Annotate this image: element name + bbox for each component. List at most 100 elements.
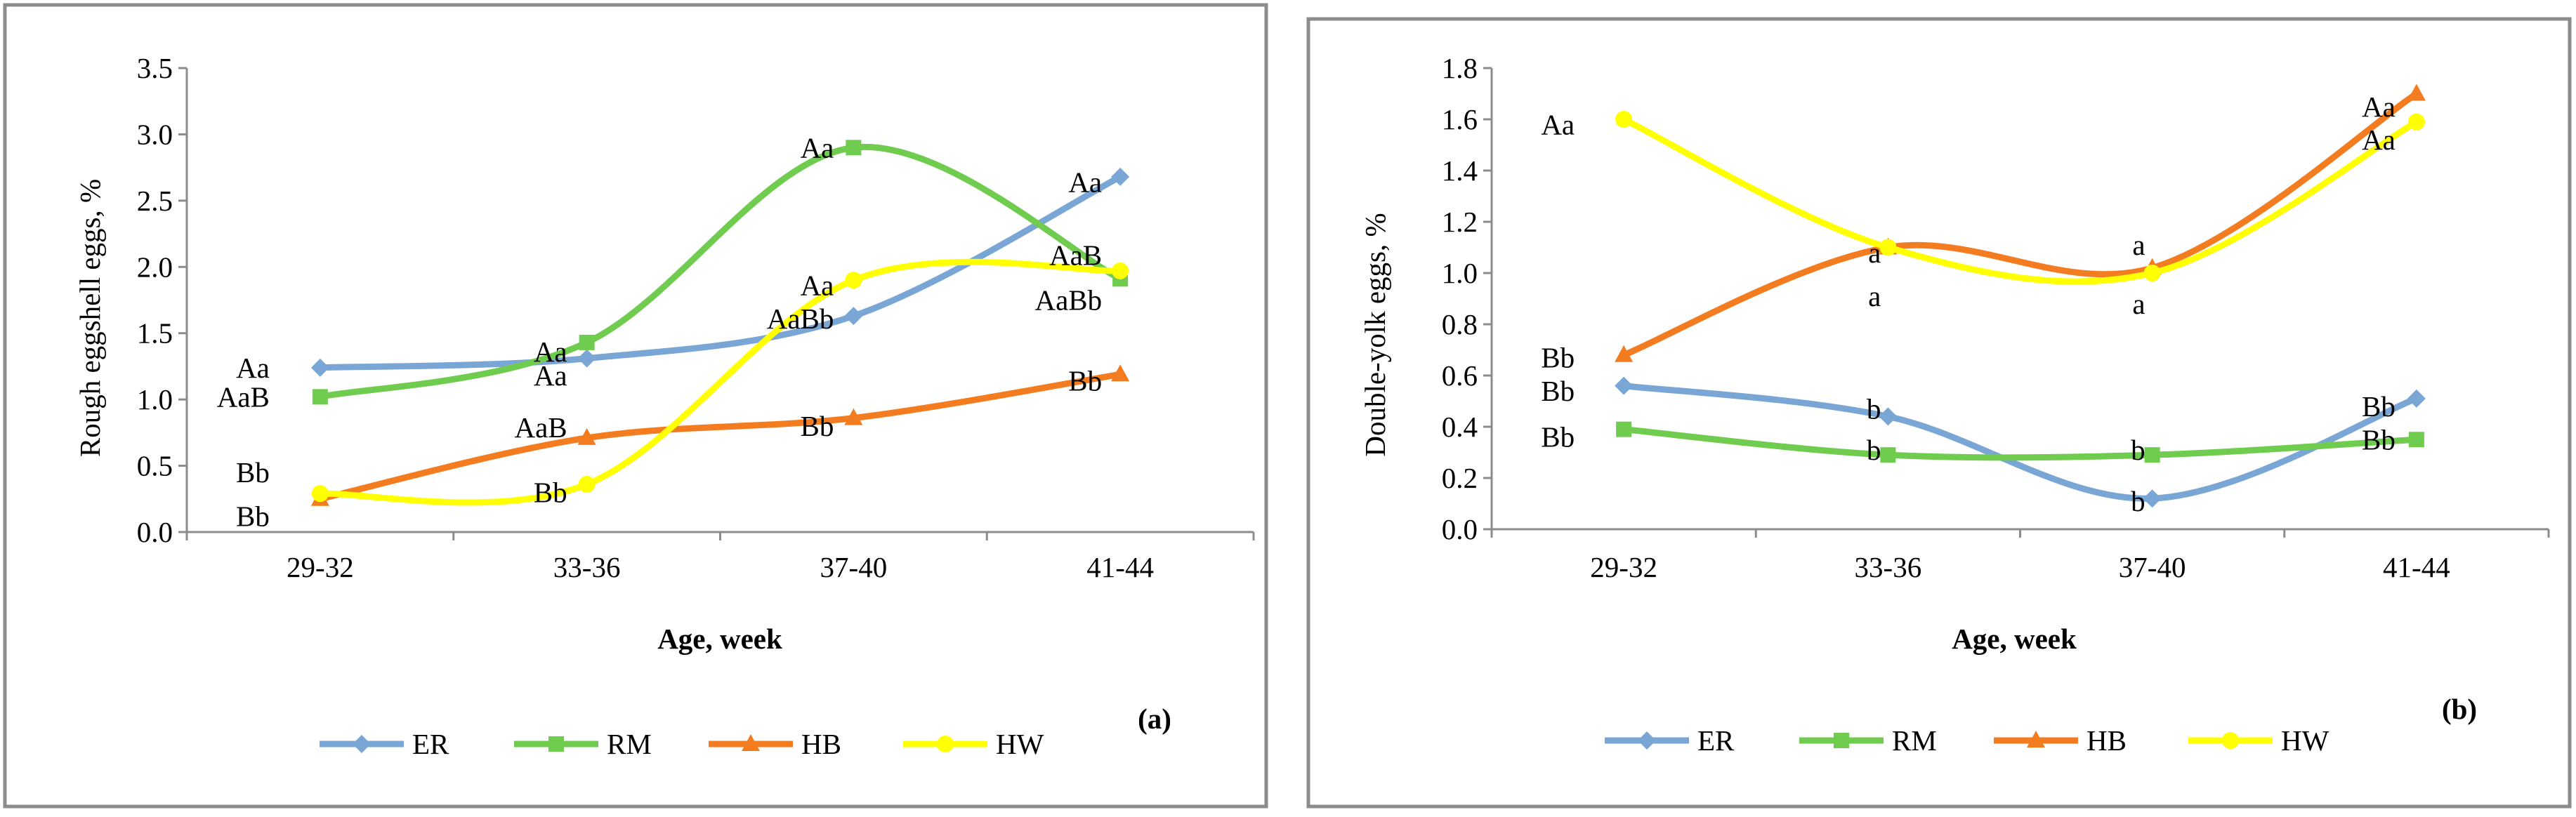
panel-b-series-line-ER <box>1620 383 2420 502</box>
panel-b-ytick-label: 0.4 <box>1442 411 1478 443</box>
panel-a-annotation: Aa <box>534 336 567 368</box>
panel-b-xtick-label: 37-40 <box>2119 551 2186 583</box>
panel-b-annotation: b <box>1867 392 1881 425</box>
panel-a-ytick-label: 1.0 <box>137 383 173 416</box>
panel-a-annotation: Aa <box>534 359 567 392</box>
panel-a-point-RM <box>579 334 595 350</box>
panel-a-annotation: Bb <box>801 410 834 442</box>
panel-a-point-HB <box>577 427 596 445</box>
panel-b-annotation: Aa <box>2362 124 2396 156</box>
panel-b-annotation: Bb <box>1541 341 1575 373</box>
panel-b-point-RM <box>1616 421 1632 437</box>
panel-b-point-ER <box>2143 489 2162 508</box>
panel-b-xlabel: Age, week <box>1952 623 2077 655</box>
panel-a-point-HW <box>578 476 596 493</box>
panel-a-point-ER <box>310 358 329 377</box>
panel-a-annotation: AaBb <box>767 303 834 335</box>
panel-a-legend-marker-ER <box>353 735 371 753</box>
panel-b-annotation: Bb <box>1541 421 1575 453</box>
panel-a-point-HB <box>1111 364 1130 382</box>
panel-a-ytick-label: 3.0 <box>137 118 173 150</box>
panel-a-legend-label-ER: ER <box>412 728 449 760</box>
panel-b-ytick-label: 0.6 <box>1442 359 1478 392</box>
panel-a-series-line-ER <box>317 173 1124 371</box>
panel-b-ytick-label: 1.6 <box>1442 103 1478 135</box>
panel-b-frame <box>1306 17 2572 809</box>
panel-b-ytick-label: 1.2 <box>1442 206 1478 238</box>
panel-b-ytick-label: 1.0 <box>1442 257 1478 289</box>
panel-b-legend-label-ER: ER <box>1697 724 1735 757</box>
panel-a-annotation: AaB <box>217 380 270 413</box>
panel-a-ytick-label: 2.5 <box>137 185 173 217</box>
panel-b-point-HW <box>1615 111 1633 128</box>
panel-b-legend-marker-RM <box>1834 733 1849 748</box>
panel-b-plot: 0.0 0.2 0.4 0.6 0.8 1.0 1.2 1.4 1.6 1.8 29-32 33-36… <box>1442 52 2550 583</box>
panel-a-annotation: AaBb <box>1034 284 1102 317</box>
panel-a-point-HW <box>1112 262 1129 279</box>
panel-a-ytick-label: 3.5 <box>137 52 173 84</box>
panel-a: 0.0 0.5 1.0 1.5 2.0 2.5 3.0 3.5 29-32 33-36 37-40 4… <box>3 3 1268 809</box>
panel-b-annotation: Bb <box>1541 375 1575 407</box>
panel-b-annotation: a <box>2132 229 2145 261</box>
panel-b-xtick-label: 33-36 <box>1855 551 1922 583</box>
panel-b-annotation: b <box>1867 434 1881 466</box>
panel-b-point-ER <box>2407 389 2426 408</box>
panel-a-annotation: Bb <box>236 456 270 489</box>
panel-a-point-ER <box>1111 167 1130 186</box>
panel-a-legend-label-RM: RM <box>607 728 652 760</box>
panel-a-legend-label-HB: HB <box>801 728 841 760</box>
panel-a-annotation: Bb <box>534 476 567 508</box>
panel-a-legend: ER RM HB HW <box>320 728 1044 760</box>
panel-a-legend-marker-HB <box>742 734 760 751</box>
panel-a-point-HW <box>311 485 329 503</box>
panel-a-point-RM <box>846 140 862 156</box>
panel-b-point-HB <box>1615 345 1634 362</box>
panel-a-ytick-label: 0.5 <box>137 450 173 482</box>
panel-b-ylabel: Double-yolk eggs, % <box>1359 213 1391 456</box>
panel-b-annotation: a <box>1868 280 1881 312</box>
panel-a-ylabel: Rough eggshell eggs, % <box>74 179 106 457</box>
panel-a-ytick-label: 2.0 <box>137 251 173 283</box>
panel-b-legend: ER RM HB HW <box>1605 724 2329 757</box>
panel-a-xtick-label: 33-36 <box>553 551 621 583</box>
panel-b-label: (b) <box>2442 693 2477 725</box>
panel-a-series-line-RM <box>317 143 1124 400</box>
panel-b-point-RM <box>2408 432 2424 448</box>
panel-b-annotation: Aa <box>2362 91 2396 123</box>
panel-a-annotation: AaB <box>1049 239 1102 271</box>
panel-b-legend-label-RM: RM <box>1892 724 1937 757</box>
panel-b-point-RM <box>1880 447 1896 463</box>
panel-a-legend-marker-HW <box>937 736 954 752</box>
panel-a-annotation: Bb <box>1068 365 1102 397</box>
panel-b-annotation: Bb <box>2362 390 2396 423</box>
panel-a-series-line-HB <box>317 371 1124 503</box>
panel-a-point-ER <box>577 349 596 368</box>
panel-b-point-HW <box>2407 113 2425 131</box>
panel-a-legend-marker-RM <box>548 736 564 752</box>
panel-b-annotation: a <box>2132 288 2145 320</box>
panel-a-ytick-label: 1.5 <box>137 317 173 350</box>
panel-b-annotation: Bb <box>2362 423 2396 456</box>
panel-a-series-line-HW <box>317 258 1124 506</box>
panel-a-frame <box>3 3 1268 809</box>
panel-b-point-ER <box>1615 376 1634 395</box>
panel-b-xtick-label: 29-32 <box>1590 551 1657 583</box>
panel-b-ytick-label: 0.0 <box>1442 513 1478 545</box>
panel-a-xtick-label: 37-40 <box>820 551 888 583</box>
panel-b-point-RM <box>2144 447 2160 463</box>
panel-b-annotation: b <box>2131 434 2145 466</box>
panel-b-point-HW <box>1879 239 1897 256</box>
panel-a-legend-label-HW: HW <box>996 728 1044 760</box>
panel-a-ytick-label: 0.0 <box>137 516 173 548</box>
panel-a-annotation: AaB <box>514 411 567 444</box>
panel-a-annotation: Aa <box>236 352 270 384</box>
panel-a-plot: 0.0 0.5 1.0 1.5 2.0 2.5 3.0 3.5 29-32 33-36 37-40 4… <box>137 52 1255 583</box>
panel-a-point-HW <box>845 272 862 289</box>
panel-b-series-line-RM <box>1620 426 2420 461</box>
panel-b-ytick-label: 0.2 <box>1442 462 1478 494</box>
panel-b-ytick-label: 1.4 <box>1442 154 1478 187</box>
panel-a-xtick-label: 41-44 <box>1086 551 1154 583</box>
panel-b-ytick-label: 0.8 <box>1442 308 1478 340</box>
panel-b-annotation: b <box>2131 485 2145 517</box>
